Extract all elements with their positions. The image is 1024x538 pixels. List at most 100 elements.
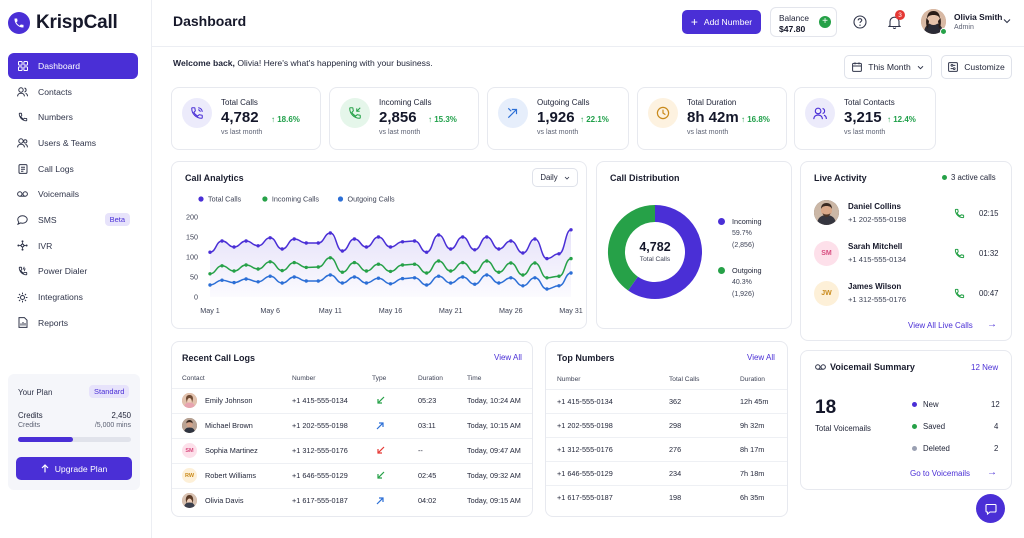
stat-vs: vs last month: [221, 129, 263, 136]
data-point: [352, 275, 357, 279]
legend-dot: [262, 196, 268, 202]
contact-name: Michael Brown: [205, 421, 253, 430]
upgrade-plan-button[interactable]: Upgrade Plan: [16, 457, 132, 480]
view-all-numbers-link[interactable]: View All: [747, 353, 775, 362]
stat-card-total-duration[interactable]: Total Duration 8h 42m ↑ 16.8% vs last mo…: [637, 87, 787, 150]
chat-support-button[interactable]: [976, 494, 1005, 523]
legend-label: Incoming: [732, 217, 762, 226]
y-tick-label: 0: [194, 293, 198, 302]
view-all-live-calls-link[interactable]: View All Live Calls: [908, 321, 973, 330]
balance-widget[interactable]: Balance $47.80 +: [770, 7, 837, 37]
data-point: [424, 271, 429, 275]
data-point: [316, 279, 320, 283]
top-numbers-card: Top Numbers View All Number Total Calls …: [545, 341, 788, 517]
add-number-button[interactable]: + Add Number: [682, 10, 761, 34]
avatar: SM: [182, 443, 197, 458]
credits-total: /5,000 mins: [94, 422, 131, 429]
data-point: [545, 276, 549, 280]
sidebar-item-power-dialer[interactable]: Power Dialer: [8, 259, 138, 285]
duration-cell: 8h 17m: [740, 445, 765, 454]
sidebar-item-ivr[interactable]: IVR: [8, 233, 138, 259]
avatar: [182, 418, 197, 433]
data-point: [436, 259, 441, 263]
x-tick-label: May 1: [200, 306, 220, 315]
data-point: [545, 256, 549, 261]
balance-value: $47.80: [779, 24, 806, 34]
stat-card-total-contacts[interactable]: Total Contacts 3,215 ↑ 12.4% vs last mon…: [794, 87, 936, 150]
sidebar-item-reports[interactable]: Reports: [8, 310, 138, 336]
stat-vs: vs last month: [537, 129, 579, 136]
legend-label: Incoming Calls: [272, 195, 320, 204]
stat-card-outgoing-calls[interactable]: Outgoing Calls 1,926 ↑ 22.1% vs last mon…: [487, 87, 629, 150]
number-cell: +1 312-555-0176: [557, 445, 613, 454]
x-tick-label: May 21: [439, 306, 463, 315]
avatar: JW: [814, 281, 839, 306]
data-point: [268, 274, 272, 278]
bell-icon[interactable]: [888, 15, 901, 29]
welcome-bold: Welcome back,: [173, 58, 235, 68]
granularity-select[interactable]: Daily: [532, 168, 578, 187]
data-point: [376, 262, 381, 266]
sidebar-item-integrations[interactable]: Integrations: [8, 284, 138, 310]
data-point: [473, 282, 477, 286]
contact-number: +1 617-555-0187: [292, 496, 348, 505]
data-point: [497, 270, 501, 274]
user-avatar[interactable]: [921, 9, 946, 34]
clock-icon: [648, 98, 678, 128]
sidebar-item-numbers[interactable]: Numbers: [8, 104, 138, 130]
sidebar-item-voicemails[interactable]: Voicemails: [8, 181, 138, 207]
avatar: [182, 493, 197, 508]
stat-delta-value: 15.3%: [434, 115, 457, 124]
period-select[interactable]: This Month: [844, 55, 932, 79]
go-to-voicemails-link[interactable]: Go to Voicemails: [910, 469, 971, 478]
view-all-call-logs-link[interactable]: View All: [494, 353, 522, 362]
sidebar-item-label: Numbers: [38, 112, 73, 123]
duration-cell: 7h 18m: [740, 469, 765, 478]
chevron-down-icon[interactable]: [1003, 18, 1011, 24]
data-point: [280, 268, 284, 273]
data-point: [352, 237, 357, 241]
grid-icon: [17, 60, 28, 71]
sidebar-item-sms[interactable]: SMS Beta: [8, 207, 138, 233]
y-tick-label: 50: [190, 273, 198, 282]
column-header: Type: [372, 375, 387, 382]
data-point: [244, 277, 248, 281]
donut-chart[interactable]: [607, 204, 703, 300]
brand-logo[interactable]: KrispCall: [8, 12, 118, 34]
add-balance-icon[interactable]: +: [819, 16, 831, 28]
call-time: Today, 09:47 AM: [467, 446, 521, 455]
x-tick-label: May 26: [499, 306, 523, 315]
sidebar-item-label: Users & Teams: [38, 137, 97, 148]
contact-name: Olivia Davis: [205, 496, 244, 505]
users-icon: [17, 137, 28, 148]
active-call-icon[interactable]: [954, 208, 965, 219]
line-chart[interactable]: Total Calls Incoming Calls Outgoing Calls 2…: [172, 190, 586, 328]
notification-badge: 3: [895, 10, 905, 20]
stat-title: Total Contacts: [844, 98, 895, 107]
brand-name: KrispCall: [36, 12, 118, 33]
data-point: [533, 276, 537, 280]
donut-total: 4,782: [639, 240, 671, 254]
customize-button[interactable]: Customize: [941, 55, 1012, 79]
sidebar-item-contacts[interactable]: Contacts: [8, 79, 138, 105]
stat-card-total-calls[interactable]: Total Calls 4,782 ↑ 18.6% vs last month: [171, 87, 321, 150]
data-point: [364, 281, 369, 285]
sidebar-item-label: SMS: [38, 214, 57, 225]
caller-name: Sarah Mitchell: [848, 242, 903, 251]
sms-icon: [17, 214, 28, 225]
arrow-right-icon: →: [987, 467, 997, 478]
active-call-icon[interactable]: [954, 248, 965, 259]
help-icon[interactable]: [853, 15, 867, 29]
caller-name: James Wilson: [848, 282, 902, 291]
plan-title: Your Plan: [18, 388, 53, 397]
active-call-icon[interactable]: [954, 288, 965, 299]
sidebar-item-call-logs[interactable]: Call Logs: [8, 156, 138, 182]
calls-cell: 298: [669, 421, 682, 430]
sidebar-item-dashboard[interactable]: Dashboard: [8, 53, 138, 79]
contacts-icon: [17, 86, 28, 97]
stat-card-incoming-calls[interactable]: Incoming Calls 2,856 ↑ 15.3% vs last mon…: [329, 87, 479, 150]
credits-value: 2,450: [111, 411, 131, 420]
data-point: [557, 252, 561, 256]
sidebar-item-users-teams[interactable]: Users & Teams: [8, 130, 138, 156]
data-point: [292, 260, 296, 265]
